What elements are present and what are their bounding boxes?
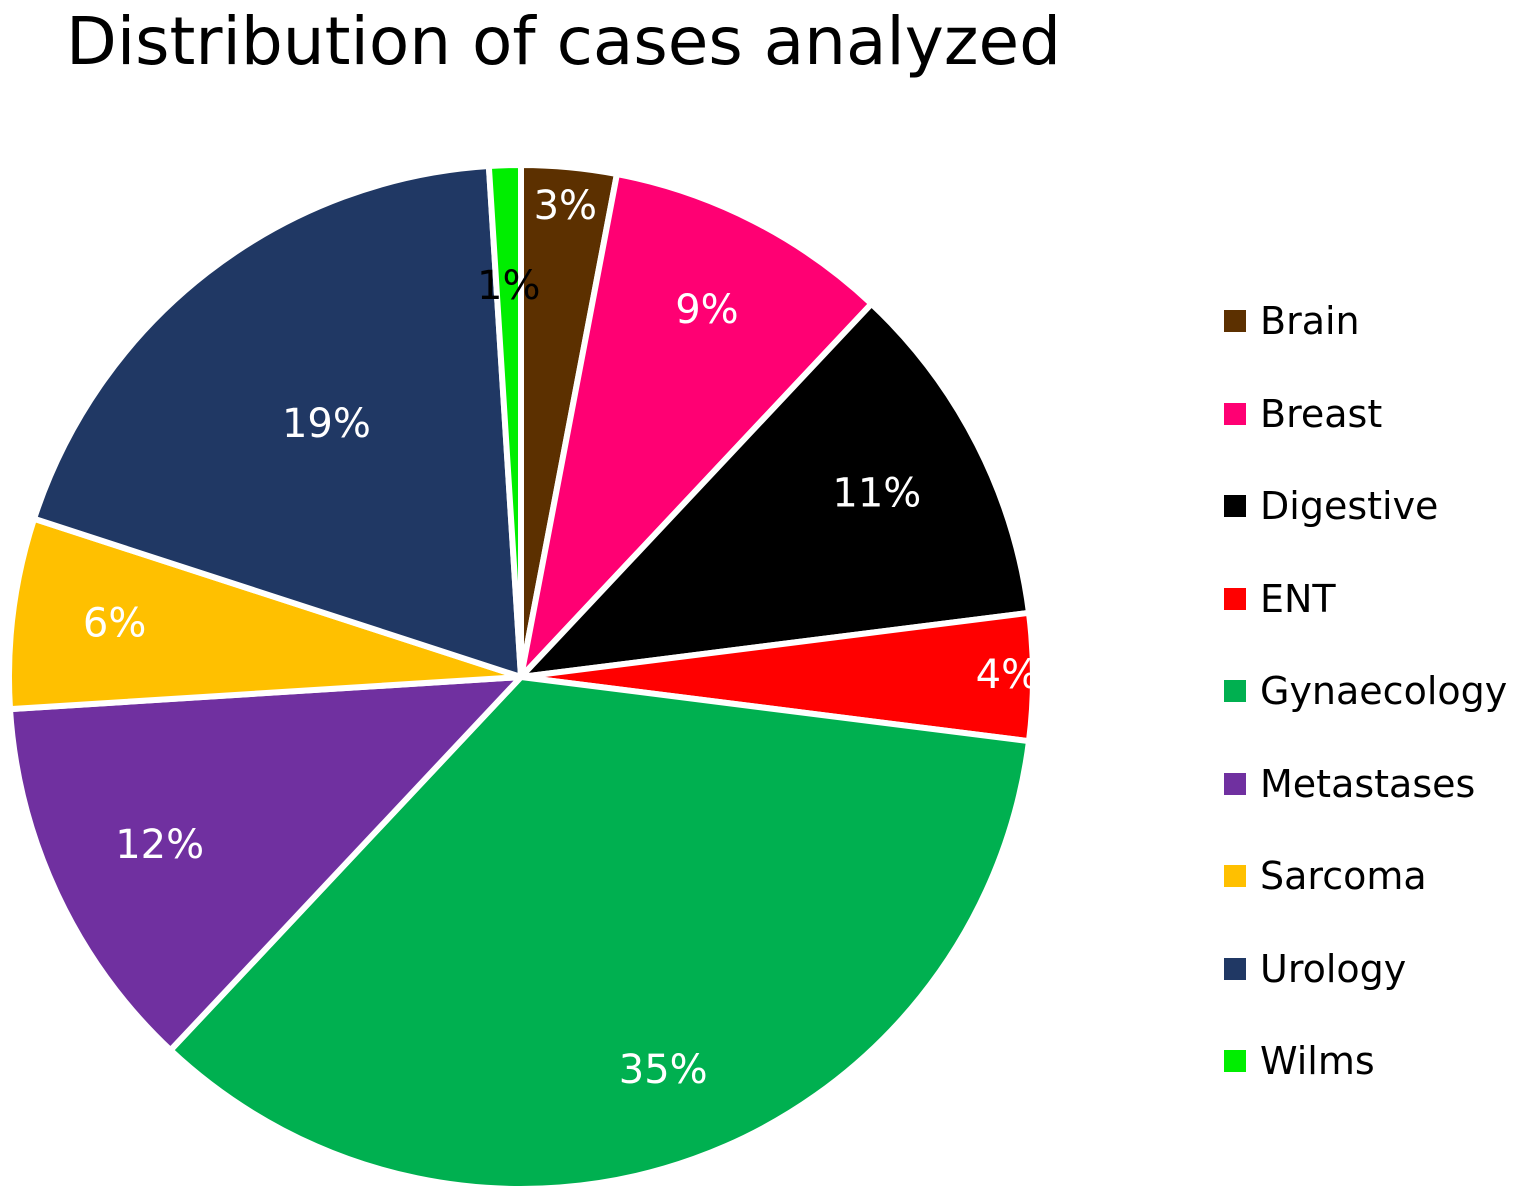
legend-item-gynaecology: Gynaecology <box>1224 666 1507 716</box>
legend-item-ent: ENT <box>1224 574 1336 624</box>
legend-swatch <box>1224 587 1246 610</box>
slice-label-urology: 19% <box>282 401 371 447</box>
legend-label: ENT <box>1260 576 1336 621</box>
legend-swatch <box>1224 772 1246 795</box>
slice-label-brain: 3% <box>534 183 597 229</box>
legend-swatch <box>1224 402 1246 425</box>
legend-label: Wilms <box>1260 1039 1375 1083</box>
legend-label: Breast <box>1260 391 1383 436</box>
legend-label: Digestive <box>1260 484 1439 528</box>
legend-item-sarcoma: Sarcoma <box>1224 851 1427 901</box>
legend-label: Brain <box>1260 299 1360 343</box>
pie-slice-digestive <box>518 300 1032 680</box>
legend-label: Gynaecology <box>1260 669 1508 713</box>
legend-item-brain: Brain <box>1224 296 1360 346</box>
legend-swatch <box>1224 495 1246 517</box>
legend-swatch <box>1224 865 1246 887</box>
legend-label: Sarcoma <box>1260 854 1427 898</box>
slice-label-ent: 4% <box>976 652 1039 698</box>
chart-title: Distribution of cases analyzed <box>66 3 1061 80</box>
slice-label-metastases: 12% <box>115 822 204 868</box>
legend-swatch <box>1224 680 1246 702</box>
slice-label-breast: 9% <box>675 287 738 333</box>
slice-label-gynaecology: 35% <box>619 1047 708 1093</box>
legend-item-digestive: Digestive <box>1224 481 1438 531</box>
legend-item-breast: Breast <box>1224 389 1382 439</box>
slice-label-sarcoma: 6% <box>83 601 146 647</box>
pie-slice-gynaecology <box>167 674 1032 1192</box>
legend-item-wilms: Wilms <box>1224 1036 1375 1086</box>
pie-slice-urology <box>31 163 524 680</box>
pie-slice-wilms <box>485 162 524 680</box>
legend-swatch <box>1224 957 1246 980</box>
legend-swatch <box>1224 1050 1246 1072</box>
pie-slice-breast <box>518 171 875 680</box>
legend-label: Metastases <box>1260 761 1476 806</box>
legend-swatch <box>1224 310 1246 332</box>
pie-slice-metastases <box>7 674 524 1054</box>
slice-label-wilms: 1% <box>477 263 540 309</box>
pie-slice-labels: 3% 9% 11% 4% 35% 12% 6% 19% 1% <box>83 183 1039 1093</box>
legend-label: Urology <box>1260 946 1407 991</box>
legend-item-metastases: Metastases <box>1224 759 1475 809</box>
pie-slices <box>6 162 1036 1192</box>
legend-item-urology: Urology <box>1224 944 1406 994</box>
pie-slice-sarcoma <box>6 515 524 713</box>
slice-label-digestive: 11% <box>832 471 921 517</box>
